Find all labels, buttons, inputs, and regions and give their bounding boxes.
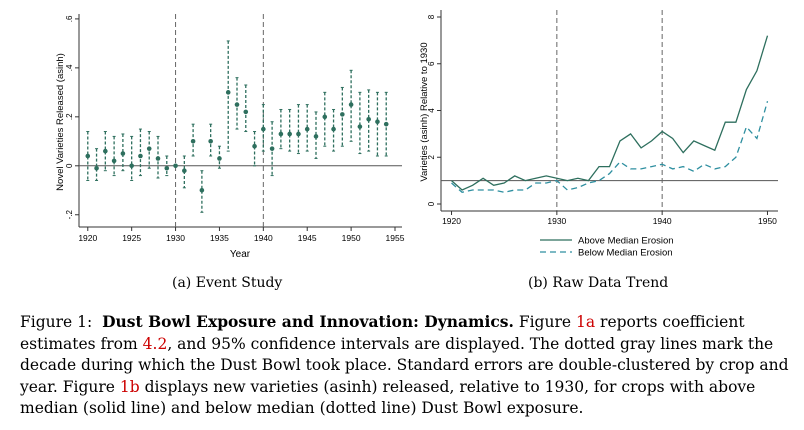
estimate-point — [111, 158, 117, 164]
estimate-point — [129, 163, 134, 169]
x-tick-label: 1930 — [166, 233, 185, 243]
y-tick-label: .2 — [65, 113, 74, 120]
x-tick-label: 1920 — [78, 233, 97, 243]
caption-text: reports coefficient estimates from — [20, 313, 745, 353]
estimate-point — [287, 131, 292, 137]
series-line-above-median — [451, 35, 769, 191]
estimate-point — [85, 153, 91, 159]
estimate-point — [182, 168, 187, 173]
y-tick-label: 2 — [427, 154, 436, 159]
estimate-point — [296, 131, 301, 137]
x-tick-label: 1930 — [547, 216, 566, 226]
y-tick-label: 8 — [427, 14, 436, 19]
equation-ref-link[interactable]: 4.2 — [142, 334, 168, 353]
estimate-point — [313, 134, 319, 139]
caption-label: Figure 1: — [20, 313, 93, 331]
estimate-point — [234, 102, 240, 107]
y-tick-label: 6 — [427, 61, 436, 66]
subcaption-b: (b) Raw Data Trend — [528, 275, 669, 291]
x-tick-label: 1950 — [342, 233, 361, 243]
legend: Above Median Erosion Below Median Erosio… — [540, 236, 674, 259]
estimate-point — [138, 153, 143, 159]
legend-label: Above Median Erosion — [578, 236, 674, 247]
estimate-point — [208, 139, 213, 144]
reference-lines — [441, 10, 778, 211]
estimate-point — [357, 124, 363, 129]
estimate-point — [120, 151, 126, 156]
legend-item-above: Above Median Erosion — [540, 236, 674, 247]
legend-label: Below Median Erosion — [578, 248, 673, 259]
caption-text: displays new varieties (asinh) released,… — [20, 377, 756, 418]
x-tick-label: 1935 — [210, 233, 229, 243]
estimate-point — [155, 156, 161, 161]
reference-lines — [79, 14, 402, 227]
subcaption-a: (a) Event Study — [172, 275, 283, 291]
estimate-point — [94, 165, 99, 171]
y-axis-label: Novel Varieties Released (asinh) — [55, 53, 66, 191]
series-line-below-median — [451, 101, 769, 194]
estimate-point — [103, 148, 108, 154]
y-ticks: 0 2 4 6 8 — [427, 14, 441, 206]
caption-title: Dust Bowl Exposure and Innovation: Dynam… — [102, 312, 514, 331]
event-study-chart: -.20.2.4.6 1920 1925 1930 1935 1940 1945 1950 1… — [55, 14, 405, 260]
figure-ref-link[interactable]: 1a — [575, 313, 596, 331]
y-axis-label: Varieties (asinh) Relative to 1930 — [419, 42, 430, 181]
raw-data-trend-chart: 0 2 4 6 8 1920 1930 1940 1950 Varieties (asinh)… — [419, 10, 778, 259]
estimate-point — [375, 119, 380, 125]
estimate-point — [199, 187, 205, 193]
estimate-point — [366, 116, 371, 122]
x-tick-label: 1950 — [758, 216, 777, 226]
estimate-point — [243, 109, 249, 115]
x-tick-label: 1945 — [298, 233, 317, 243]
y-tick-label: 0 — [427, 201, 436, 206]
y-tick-label: .6 — [65, 15, 74, 22]
estimate-point — [190, 139, 196, 144]
estimate-point — [322, 114, 328, 120]
caption-text: , and 95% confidence intervals are displ… — [20, 334, 789, 396]
estimate-point — [225, 90, 231, 95]
series-lines — [451, 35, 769, 194]
estimate-point — [173, 163, 178, 169]
estimate-point — [261, 126, 266, 132]
estimate-point — [331, 126, 336, 132]
estimates — [85, 40, 389, 213]
x-tick-label: 1920 — [442, 216, 461, 226]
estimate-point — [278, 131, 284, 137]
y-tick-label: 4 — [427, 108, 436, 113]
estimate-point — [217, 156, 222, 161]
estimate-point — [383, 121, 389, 127]
y-tick-label: 0 — [65, 163, 74, 168]
y-tick-label: .4 — [65, 64, 74, 71]
estimate-point — [252, 143, 257, 149]
estimate-point — [146, 146, 152, 151]
x-tick-label: 1925 — [122, 233, 141, 243]
estimate-point — [269, 146, 275, 151]
x-tick-label: 1940 — [653, 216, 672, 226]
legend-item-below: Below Median Erosion — [540, 248, 673, 259]
estimate-point — [348, 102, 354, 107]
x-tick-label: 1940 — [254, 233, 273, 243]
y-tick-label: -.2 — [65, 210, 74, 220]
estimate-point — [304, 126, 310, 132]
estimate-point — [164, 165, 170, 171]
figure-caption: Figure 1: Dust Bowl Exposure and Innovat… — [20, 311, 790, 420]
x-axis-label: Year — [230, 249, 251, 260]
x-ticks: 1920 1930 1940 1950 — [442, 211, 777, 226]
estimate-point — [340, 112, 345, 117]
x-ticks: 1920 1925 1930 1935 1940 1945 1950 1955 — [78, 227, 405, 243]
caption-text: Figure — [518, 313, 572, 331]
y-ticks: -.2 0 .2 .4 .6 — [65, 15, 79, 219]
figure-ref-link[interactable]: 1b — [119, 377, 140, 396]
x-tick-label: 1955 — [386, 233, 405, 243]
